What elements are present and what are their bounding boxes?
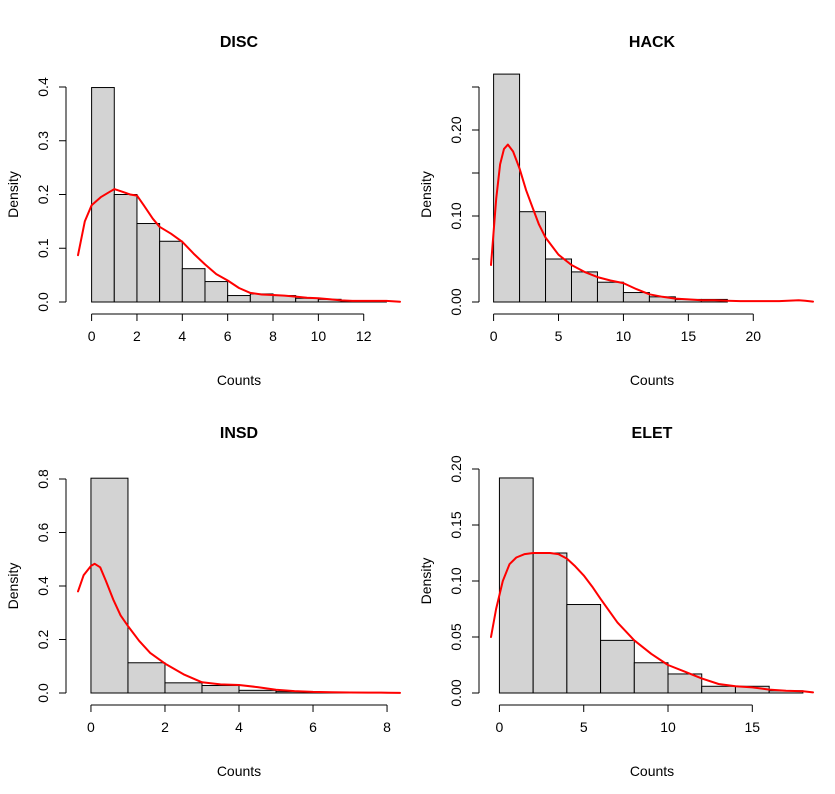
x-tick-label: 4 [178,328,186,344]
x-tick-label: 6 [309,719,317,735]
x-tick-label: 2 [161,719,169,735]
y-tick-label: 0.10 [448,202,464,229]
histogram-bar [227,295,251,303]
panel-hack: HACK 0 5 10 15 20 Counts 0.00 0.10 0.20 Density [418,34,814,388]
histogram-bar [201,685,240,694]
panel-elet: ELET 0 5 10 15 Counts 0.00 0.05 0.10 0.15 0.20 Dens… [418,425,814,779]
histogram-bar [238,689,277,694]
histogram-bar [633,662,669,694]
y-tick-label: 0.4 [35,77,51,97]
histogram-bar [600,639,635,694]
y-tick-label: 0.1 [35,238,51,258]
density-curve [77,188,401,303]
y-axis-label: Density [5,171,21,218]
x-tick-label: 8 [383,719,391,735]
x-axis-label: Counts [217,372,261,388]
histogram-bar [667,673,703,694]
histogram-bar [498,477,534,694]
histogram-bar [181,268,206,303]
y-tick-label: 0.00 [448,679,464,706]
x-tick-label: 0 [490,328,498,344]
panel-insd: INSD 0 2 4 6 8 Counts 0.0 0.2 0.4 0.6 0.8 Density [5,425,401,779]
y-tick-label: 0.05 [448,623,464,650]
y-tick-label: 0.2 [35,185,51,205]
chart-title: ELET [632,425,673,442]
histogram-bar [164,682,203,694]
histogram-bar [571,271,598,303]
chart-title: INSD [220,425,258,442]
histogram-bar [622,292,650,303]
density-curve [490,552,814,694]
y-tick-label: 0.10 [448,567,464,594]
x-tick-label: 6 [224,328,232,344]
histogram-bar [596,281,624,303]
chart-title: DISC [220,34,259,51]
density-curve [490,143,814,303]
y-tick-label: 0.3 [35,131,51,151]
y-tick-label: 0.20 [448,455,464,482]
x-tick-label: 0 [496,719,504,735]
histogram-bar [136,223,161,303]
histogram-bar [204,281,229,303]
y-tick-label: 0.15 [448,511,464,538]
y-tick-label: 0.0 [35,292,51,312]
histogram-bar [545,258,573,303]
y-tick-label: 0.4 [35,576,51,596]
histogram-bar [113,194,138,303]
x-tick-label: 20 [745,328,761,344]
histogram-bar [701,685,736,694]
x-tick-label: 2 [133,328,141,344]
y-axis-label: Density [418,171,434,218]
x-tick-label: 4 [235,719,243,735]
histogram-bar [90,477,129,694]
x-tick-label: 10 [660,719,676,735]
y-tick-label: 0.2 [35,630,51,650]
x-tick-label: 10 [616,328,632,344]
x-axis-label: Counts [630,763,674,779]
x-tick-label: 10 [311,328,327,344]
histogram-bar [532,552,568,694]
histogram-bar [127,662,166,694]
x-tick-label: 15 [745,719,761,735]
histogram-bar [159,240,183,303]
y-tick-label: 0.00 [448,288,464,315]
histogram-bar [566,604,602,694]
y-axis-label: Density [418,558,434,605]
y-tick-label: 0.0 [35,683,51,703]
y-tick-label: 0.20 [448,116,464,143]
y-tick-label: 0.8 [35,469,51,489]
histogram-bar [519,211,547,303]
chart-title: HACK [629,34,676,51]
y-tick-label: 0.6 [35,523,51,543]
x-axis-label: Counts [630,372,674,388]
x-tick-label: 8 [269,328,277,344]
x-tick-label: 15 [681,328,697,344]
x-tick-label: 5 [580,719,588,735]
y-axis-label: Density [5,563,21,610]
x-tick-label: 12 [356,328,372,344]
x-tick-label: 0 [88,328,96,344]
x-axis-label: Counts [217,763,261,779]
panel-disc: DISC 0 2 4 6 8 10 12 Counts 0.0 0.1 0.2 0.3 0.4 Densit… [5,34,401,388]
x-tick-label: 0 [87,719,95,735]
x-tick-label: 5 [555,328,563,344]
density-curve [77,562,401,694]
